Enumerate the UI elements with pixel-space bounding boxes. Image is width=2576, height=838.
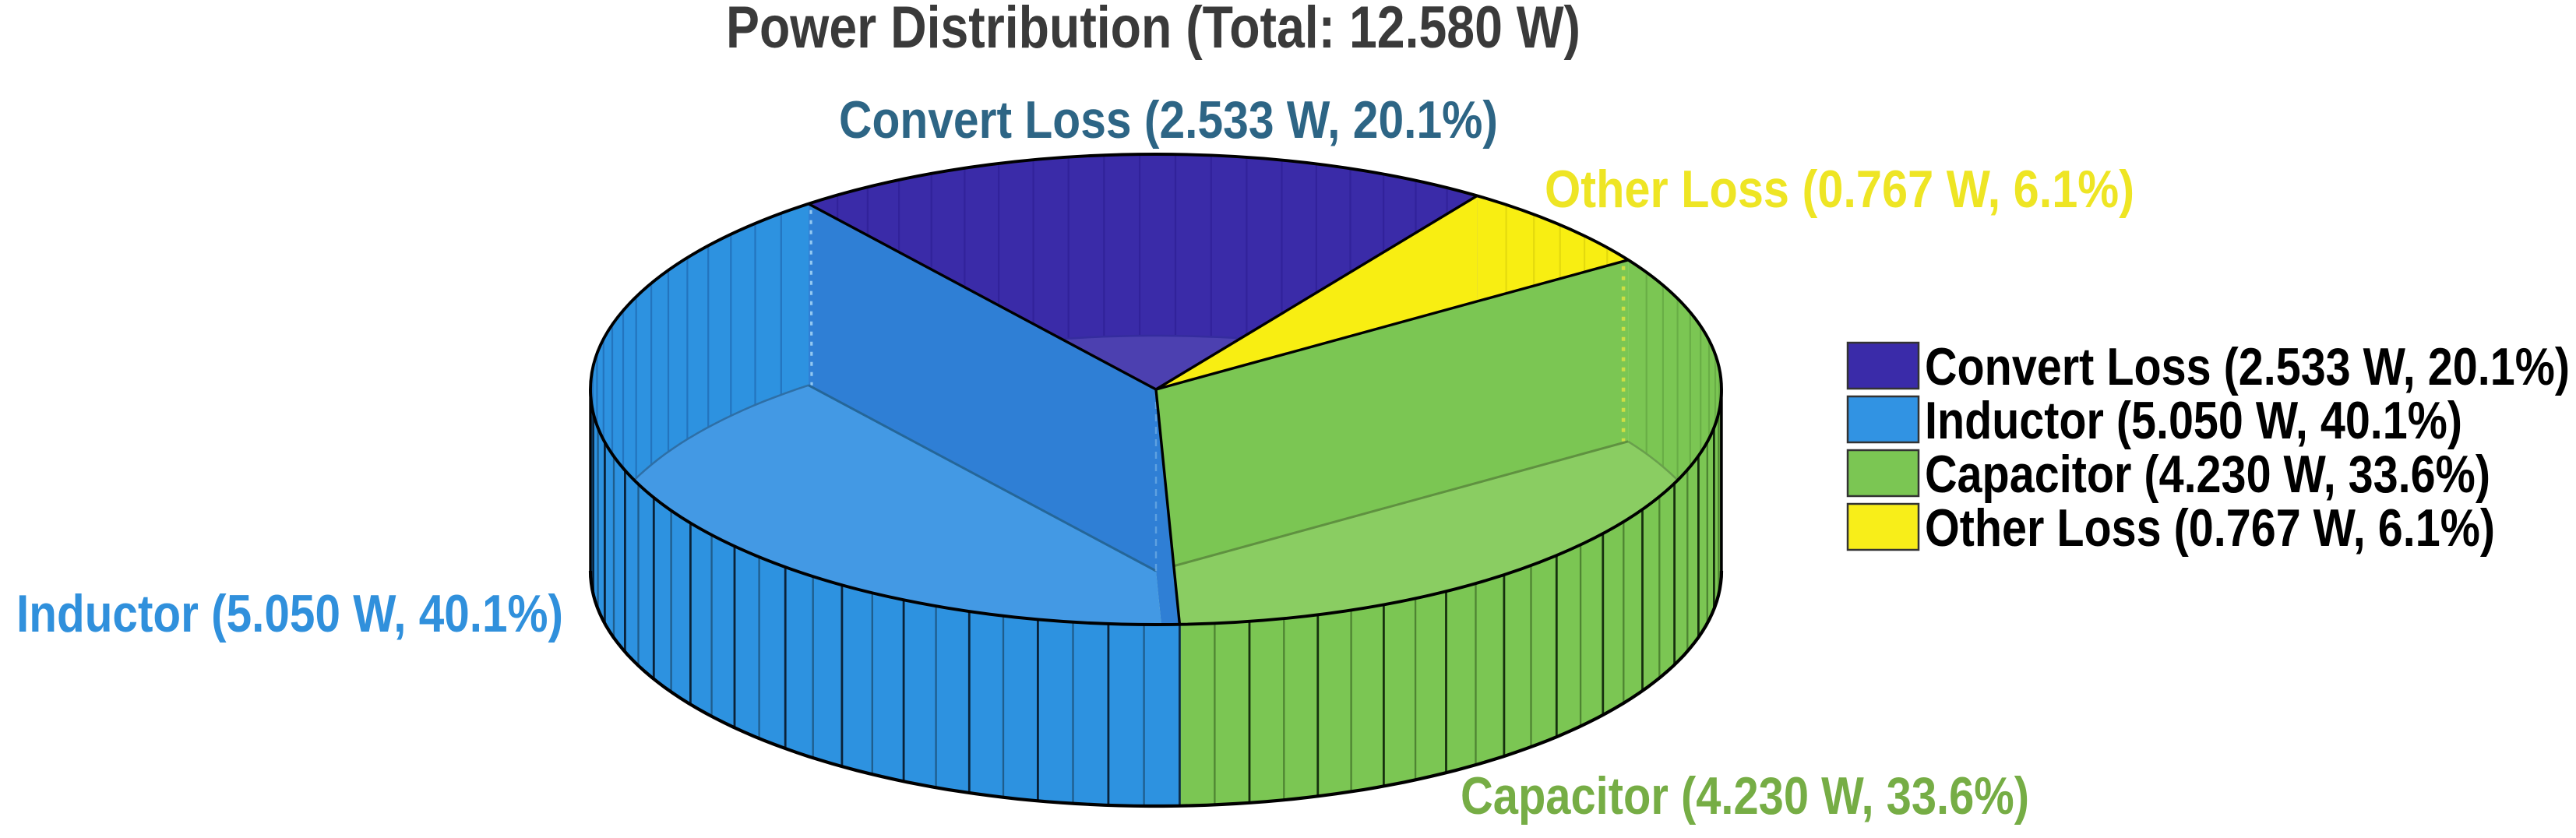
svg-text:Other Loss (0.767 W, 6.1%): Other Loss (0.767 W, 6.1%): [1545, 160, 2134, 219]
svg-text:Convert Loss (2.533 W, 20.1%): Convert Loss (2.533 W, 20.1%): [839, 90, 1498, 150]
svg-text:Inductor (5.050 W, 40.1%): Inductor (5.050 W, 40.1%): [1925, 391, 2462, 450]
svg-text:Inductor (5.050 W, 40.1%): Inductor (5.050 W, 40.1%): [16, 584, 563, 643]
svg-text:Capacitor (4.230 W, 33.6%): Capacitor (4.230 W, 33.6%): [1925, 445, 2490, 504]
svg-text:Other Loss (0.767 W, 6.1%): Other Loss (0.767 W, 6.1%): [1925, 498, 2495, 558]
svg-text:Power Distribution (Total: 12.: Power Distribution (Total: 12.580 W): [726, 0, 1580, 61]
svg-text:Convert Loss (2.533 W, 20.1%): Convert Loss (2.533 W, 20.1%): [1925, 337, 2570, 396]
svg-text:Capacitor (4.230 W, 33.6%): Capacitor (4.230 W, 33.6%): [1461, 766, 2029, 826]
